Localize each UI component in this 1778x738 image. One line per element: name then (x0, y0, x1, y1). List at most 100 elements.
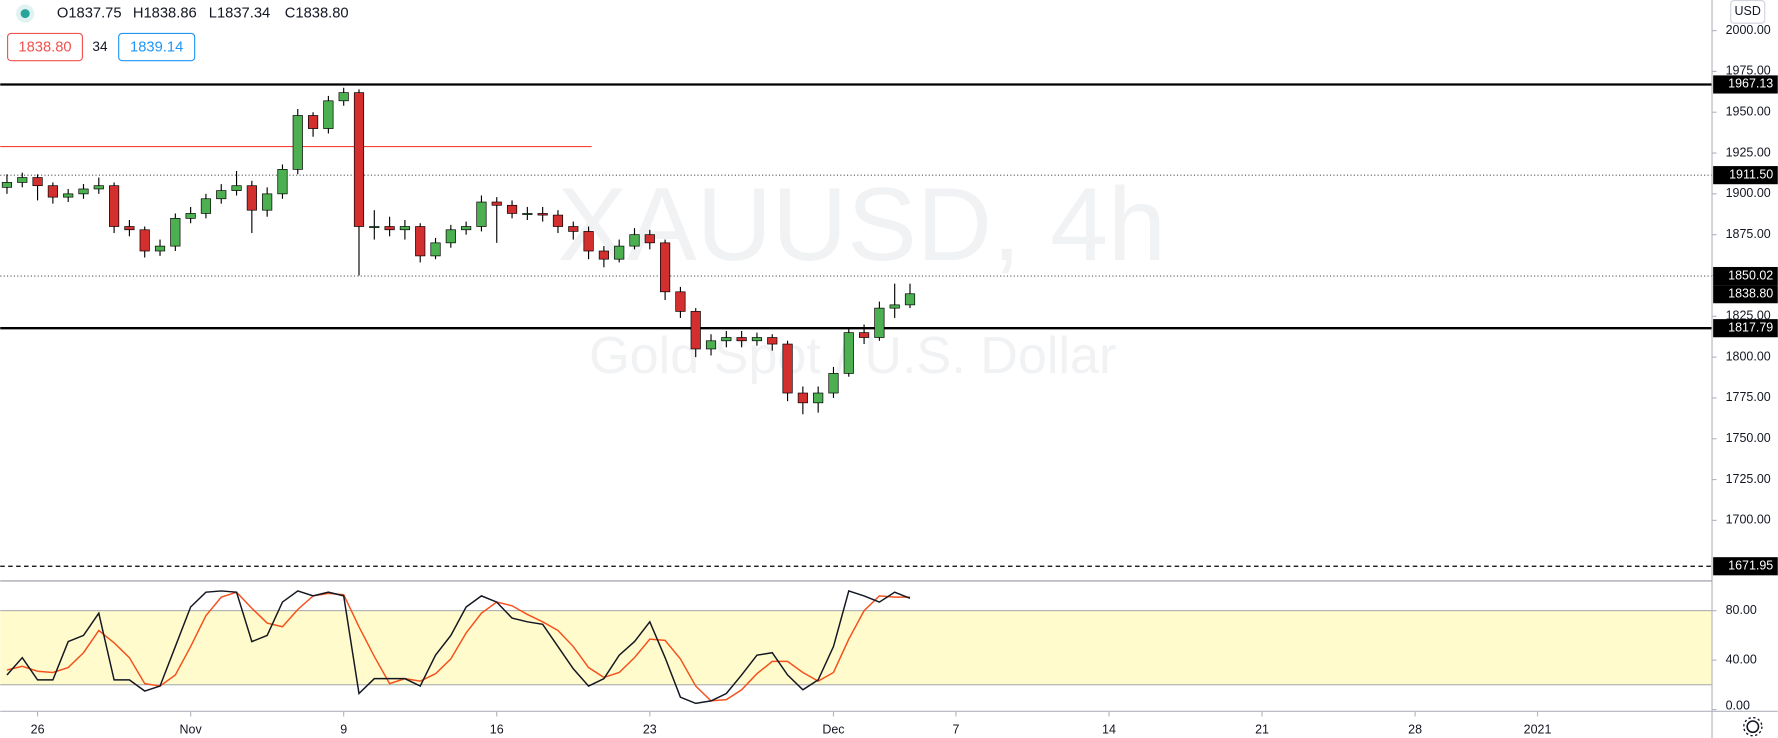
currency-label[interactable]: USD (1735, 4, 1761, 18)
candle-body (246, 185, 257, 211)
candle-body (751, 337, 763, 342)
candle-body (277, 169, 288, 195)
candle-body (690, 311, 701, 350)
x-tick-label: 26 (31, 722, 45, 736)
candle-body (139, 229, 150, 252)
candle-body (858, 332, 870, 338)
candle-body (736, 337, 747, 342)
bid-box[interactable] (7, 32, 83, 62)
x-tick-label: 9 (340, 722, 347, 736)
x-tick-label: 21 (1255, 722, 1269, 736)
stochastic-pane (0, 590, 1713, 705)
settings-icon[interactable] (1743, 716, 1763, 737)
y-tick-label: 1825.00 (1726, 309, 1771, 323)
candle-body (675, 291, 686, 312)
watermark-symbol: XAUUSD, 4h (558, 167, 1167, 283)
candle-body (109, 185, 120, 227)
settings-teeth[interactable] (1743, 716, 1763, 737)
candle-body (568, 226, 579, 232)
candle-body (17, 177, 28, 183)
y-tick-label: 1700.00 (1726, 513, 1771, 527)
candle-body (369, 226, 380, 228)
level-label-box (1713, 75, 1778, 94)
y-tick-label: 0.00 (1726, 699, 1750, 713)
x-tick-label: 7 (952, 722, 959, 736)
axes: 1700.00 1725.00 1750.00 1775.00 1800.00 1825.… (31, 23, 1778, 736)
candle-body (185, 213, 196, 219)
spread: 34 (92, 39, 108, 54)
candle-body (767, 337, 778, 345)
candle-body (47, 185, 58, 198)
currency-box[interactable] (1730, 0, 1766, 24)
x-tick-label: 14 (1102, 722, 1116, 736)
last-price-box (1713, 285, 1778, 304)
y-tick-label: 1900.00 (1726, 186, 1771, 200)
candle-body (262, 193, 273, 211)
level-label-box (1713, 319, 1778, 338)
x-tick-label: Nov (180, 722, 203, 736)
candle-body (828, 373, 839, 394)
candle-body (660, 242, 671, 293)
candle-body (476, 201, 487, 227)
candle-body (583, 231, 594, 252)
candle-body (537, 213, 548, 216)
candle-body (445, 229, 456, 244)
symbol-icon (20, 9, 30, 19)
y-tick-label: 2000.00 (1726, 23, 1771, 37)
y-tick-label: 80.00 (1726, 603, 1757, 617)
candle-body (843, 332, 854, 374)
ask-box[interactable] (118, 32, 196, 62)
y-tick-label: 1875.00 (1726, 227, 1771, 241)
ohlc-open: O1837.75 (57, 5, 122, 21)
level-label: 1850.02 (1728, 268, 1773, 282)
candle-body (323, 100, 334, 129)
candle-body (32, 177, 43, 187)
candle-body (231, 185, 242, 191)
candle-body (721, 337, 732, 342)
candle-body (353, 92, 365, 227)
candle-body (874, 307, 885, 338)
candle-body (124, 226, 135, 231)
level-label: 1671.95 (1728, 559, 1773, 573)
level-label-box (1713, 557, 1778, 576)
settings-gear[interactable] (1746, 720, 1760, 734)
header: O1837.75 H1838.86 L1837.34 C1838.80 1838… (7, 4, 349, 62)
candle-body (170, 218, 181, 247)
x-tick-label: 2021 (1524, 722, 1552, 736)
candle-body (782, 343, 793, 394)
candle-body (813, 392, 824, 404)
candle-body (93, 185, 104, 190)
ohlc-high: H1838.86 (133, 5, 197, 21)
candle-body (552, 214, 564, 227)
candle-body (644, 234, 655, 244)
y-tick-label: 1800.00 (1726, 349, 1771, 363)
candle-body (154, 245, 166, 252)
y-tick-label: 1750.00 (1726, 431, 1771, 445)
bid-price[interactable]: 1838.80 (18, 40, 71, 56)
level-label: 1967.13 (1728, 77, 1773, 91)
candle-body (614, 245, 625, 260)
candle-body (384, 226, 395, 231)
level-label-box (1713, 166, 1778, 185)
candle-body (216, 190, 227, 200)
x-tick-label: 28 (1408, 722, 1422, 736)
candle-body (399, 226, 410, 231)
candle-body (307, 115, 319, 129)
x-tick-label: 16 (490, 722, 504, 736)
oscillator-band (0, 610, 1713, 685)
candle-body (904, 293, 916, 306)
candle-body (1, 182, 13, 188)
candle-body (889, 304, 900, 309)
y-tick-label: 1925.00 (1726, 145, 1771, 159)
x-tick-label: 23 (643, 722, 657, 736)
ask-price[interactable]: 1839.14 (130, 40, 183, 56)
candle-body (292, 115, 303, 170)
oscillator-line (6, 591, 911, 702)
candle-body (629, 234, 640, 247)
candle-body (200, 198, 212, 214)
ohlc-low: L1837.34 (209, 5, 270, 21)
candle-body (797, 392, 808, 404)
y-tick-label: 1775.00 (1726, 390, 1771, 404)
